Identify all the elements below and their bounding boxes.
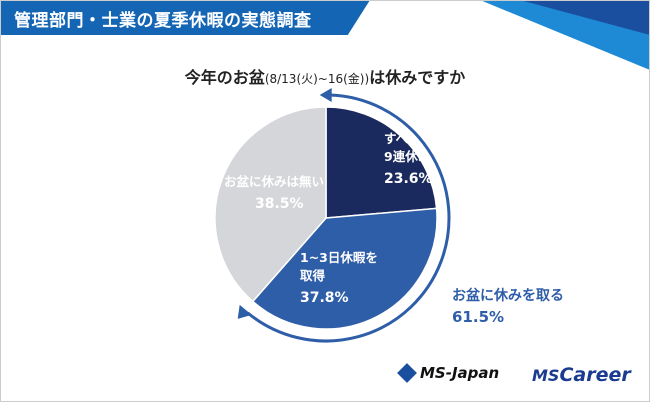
- chart-title: 今年のお盆(8/13(火)~16(金))は休みですか: [184, 68, 466, 87]
- ms-career-logo: MSCareer: [532, 364, 631, 386]
- ms-japan-logo: MS-Japan: [397, 363, 499, 383]
- slice-value-label-1: 37.8%: [300, 290, 349, 306]
- arrow-head-top-icon: [319, 88, 332, 103]
- header-title: 管理部門・士業の夏季休暇の実態調査: [14, 11, 312, 31]
- annotation-value: 61.5%: [452, 308, 504, 326]
- slice-value-label-2: 38.5%: [255, 196, 304, 212]
- annotation-label: お盆に休みを取る: [452, 287, 564, 304]
- arrow-head-bottom-icon: [237, 304, 252, 319]
- slice-label-2: お盆に休みは無い: [224, 174, 324, 189]
- arrow-arc: [246, 93, 451, 343]
- slice-value-label-0: 23.6%: [384, 171, 433, 187]
- header-banner: 管理部門・士業の夏季休暇の実態調査: [0, 0, 370, 35]
- pie-slice-1: [251, 207, 438, 330]
- pie-slice-2: [214, 106, 327, 303]
- slice-label-1: 1~3日休暇を: [300, 250, 378, 265]
- slice-label-0: すべて休暇で、: [384, 131, 470, 146]
- slice-label-1: 取得: [300, 268, 326, 283]
- pie-slice-0: [325, 106, 438, 219]
- corner-decoration: [480, 0, 650, 70]
